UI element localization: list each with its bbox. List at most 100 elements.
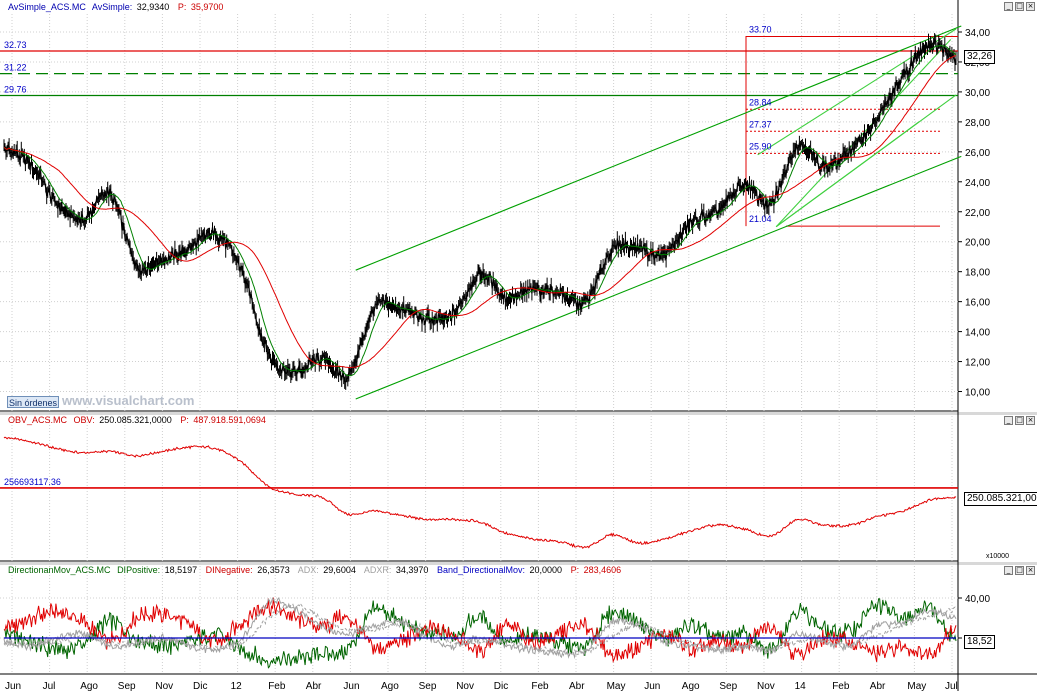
sma-slow-line — [3, 54, 957, 368]
price-tick-label: 10,00 — [965, 388, 990, 399]
x-axis-label: May — [907, 681, 926, 691]
price-tick-label: 12,00 — [965, 358, 990, 369]
price-tick-label: 14,00 — [965, 328, 990, 339]
dmi-symbol: DirectionanMov_ACS.MC — [8, 565, 111, 575]
x-axis-label: Sep — [118, 681, 136, 691]
fib-level-label: 21.04 — [749, 214, 772, 224]
trend-channel-upper — [355, 25, 962, 271]
x-axis-label: Dic — [193, 681, 207, 691]
obv-indicator-label: OBV: — [74, 415, 95, 425]
obv-p-label: P: — [180, 415, 189, 425]
dmi-maximize-button[interactable]: □ — [1015, 566, 1024, 575]
x-axis-label: Jun — [5, 681, 21, 691]
price-current-value: 32,26 — [964, 50, 996, 64]
x-axis-label: Nov — [456, 681, 474, 691]
obv-p-value: 487.918.591,0694 — [193, 415, 266, 425]
obv-level-label: 256693117.36 — [4, 477, 61, 487]
price-symbol: AvSimple_ACS.MC — [8, 2, 86, 12]
obv-scale-factor: x10000 — [986, 553, 1009, 560]
x-axis-label: Ago — [381, 681, 399, 691]
sma-fast-line — [3, 44, 957, 377]
dmi-dineg-value: 26,3573 — [257, 565, 290, 575]
price-indicator-value: 32,9340 — [137, 2, 170, 12]
x-axis-label: Abr — [306, 681, 322, 691]
dmi-dipos-value: 18,5197 — [165, 565, 198, 575]
watermark: www.visualchart.com — [62, 393, 195, 408]
x-axis-label: Feb — [268, 681, 286, 691]
trend-channel-lower — [355, 155, 962, 400]
x-axis-label: Sep — [419, 681, 437, 691]
obv-maximize-button[interactable]: □ — [1015, 416, 1024, 425]
x-axis-label: Jun — [644, 681, 660, 691]
price-level-label: 32.73 — [4, 40, 27, 50]
price-tick-label: 24,00 — [965, 178, 990, 189]
price-p-value: 35,9700 — [191, 2, 224, 12]
dmi-minimize-button[interactable]: _ — [1004, 566, 1013, 575]
dmi-adx-value: 29,6004 — [323, 565, 356, 575]
fib-level-label: 25.90 — [749, 141, 772, 151]
x-axis-label: Ago — [682, 681, 700, 691]
x-axis-label: Abr — [870, 681, 886, 691]
price-tick-label: 18,00 — [965, 268, 990, 279]
x-axis-label: Feb — [832, 681, 850, 691]
obv-minimize-button[interactable]: _ — [1004, 416, 1013, 425]
fan-line — [775, 94, 957, 228]
x-axis-label: Nov — [155, 681, 173, 691]
obv-header: OBV_ACS.MC OBV: 250.085.321,0000 P: 487.… — [8, 415, 266, 425]
dmi-dineg-label: DINegative: — [206, 565, 253, 575]
obv-current-value: 250.085.321,00 — [964, 492, 1037, 506]
price-tick-label: 20,00 — [965, 238, 990, 249]
price-series — [3, 33, 957, 390]
obv-close-button[interactable]: × — [1026, 416, 1035, 425]
price-panel — [0, 0, 1037, 412]
price-p-label: P: — [178, 2, 187, 12]
price-tick-label: 34,00 — [965, 28, 990, 39]
obv-symbol: OBV_ACS.MC — [8, 415, 68, 425]
price-tick-label: 30,00 — [965, 88, 990, 99]
price-close-button[interactable]: × — [1026, 2, 1035, 11]
x-axis-label: Feb — [531, 681, 549, 691]
fib-level-label: 33.70 — [749, 24, 772, 34]
x-axis-label: 12 — [231, 681, 243, 691]
dmi-p-label: P: — [571, 565, 580, 575]
x-axis-label: Dic — [494, 681, 508, 691]
dmi-current-value: 18,52 — [964, 635, 996, 649]
fib-level-label: 28.84 — [749, 97, 772, 107]
dmi-adxr-value: 34,3970 — [396, 565, 429, 575]
dmi-adx-label: ADX: — [298, 565, 319, 575]
di-negative-line — [3, 597, 957, 664]
dmi-band-value: 20,0000 — [530, 565, 563, 575]
price-level-label: 31.22 — [4, 63, 27, 73]
fib-level-label: 27.37 — [749, 119, 772, 129]
dmi-p-value: 283,4606 — [584, 565, 622, 575]
dmi-header: DirectionanMov_ACS.MC DIPositive: 18,519… — [8, 565, 621, 575]
adxr-line — [3, 603, 957, 657]
x-axis-label: Ago — [80, 681, 98, 691]
x-axis-label: Jul — [43, 681, 56, 691]
price-maximize-button[interactable]: □ — [1015, 2, 1024, 11]
x-axis-label: Nov — [757, 681, 775, 691]
price-tick-label: 22,00 — [965, 208, 990, 219]
obv-line — [3, 436, 957, 549]
price-level-label: 29.76 — [4, 85, 27, 95]
price-tick-label: 26,00 — [965, 148, 990, 159]
dmi-close-button[interactable]: × — [1026, 566, 1035, 575]
fib-box — [745, 35, 958, 227]
panel-divider — [0, 562, 1037, 565]
price-minimize-button[interactable]: _ — [1004, 2, 1013, 11]
price-tick-label: 16,00 — [965, 298, 990, 309]
no-orders-button[interactable]: Sin órdenes — [7, 396, 59, 408]
price-line — [3, 38, 957, 383]
x-axis-label: Jul — [945, 681, 958, 691]
x-axis-label: Jun — [343, 681, 359, 691]
price-tick-label: 28,00 — [965, 118, 990, 129]
dmi-adxr-label: ADXR: — [364, 565, 392, 575]
x-axis-label: May — [607, 681, 626, 691]
price-header: AvSimple_ACS.MC AvSimple: 32,9340 P: 35,… — [8, 2, 223, 12]
dmi-band-label: Band_DirectionalMov: — [437, 565, 525, 575]
dmi-tick-label: 40,00 — [965, 594, 990, 605]
price-indicator-label: AvSimple: — [92, 2, 132, 12]
obv-indicator-value: 250.085.321,0000 — [99, 415, 172, 425]
obv-panel — [0, 412, 1037, 562]
